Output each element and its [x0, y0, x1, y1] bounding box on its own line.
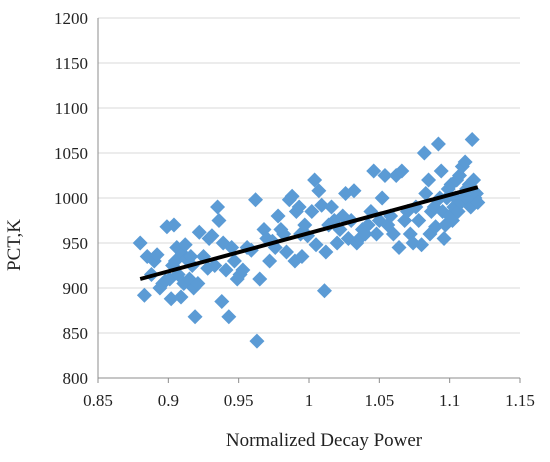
gridlines: [98, 17, 520, 334]
data-point: [177, 237, 193, 253]
x-tick-label: 1.05: [364, 391, 394, 410]
data-point: [369, 226, 385, 242]
data-point: [163, 291, 179, 307]
data-point: [416, 145, 432, 161]
y-tick-label: 850: [63, 324, 89, 343]
data-point: [249, 333, 265, 349]
data-point: [221, 309, 237, 325]
data-point: [394, 163, 410, 179]
data-point: [311, 183, 327, 199]
data-point: [457, 154, 473, 170]
data-point: [270, 208, 286, 224]
data-point: [187, 309, 203, 325]
data-point: [211, 213, 227, 228]
x-tick-label: 1: [305, 391, 314, 410]
data-point: [391, 240, 407, 255]
data-point: [291, 199, 307, 215]
data-point: [385, 226, 401, 242]
y-axis-title: PCT,K: [4, 219, 25, 271]
data-point: [183, 249, 199, 264]
data-point: [191, 224, 207, 240]
data-point: [329, 235, 345, 251]
data-point: [428, 219, 444, 235]
data-point: [218, 262, 234, 278]
data-point: [132, 235, 148, 251]
data-point: [307, 172, 323, 188]
data-point: [470, 195, 486, 210]
y-tick-label: 1200: [54, 9, 88, 28]
data-point: [430, 136, 446, 152]
data-point: [284, 188, 300, 204]
data-point: [248, 192, 264, 208]
data-point: [204, 228, 220, 244]
data-point: [436, 231, 452, 246]
x-tick-label: 1.15: [505, 391, 535, 410]
data-point: [411, 213, 427, 228]
data-point: [418, 186, 434, 201]
data-point: [377, 168, 393, 183]
data-point: [226, 253, 242, 269]
y-tick-label: 1100: [55, 99, 88, 118]
data-point: [210, 199, 226, 215]
data-point: [374, 190, 390, 206]
data-point: [190, 276, 206, 291]
y-tick-label: 1050: [54, 144, 88, 163]
data-point: [466, 172, 482, 188]
x-axis-ticks: 0.85 0.9 0.95 1 1.05 1.1 1.15: [83, 378, 535, 410]
data-point: [304, 204, 320, 219]
y-axis-ticks: 800 850 900 950 1000 1050 1100 1150 1200: [54, 9, 88, 388]
data-point: [421, 172, 437, 188]
data-point: [235, 262, 251, 278]
data-point: [278, 244, 294, 260]
data-point: [149, 247, 165, 263]
data-point: [316, 283, 332, 299]
x-tick-label: 0.9: [158, 391, 179, 410]
data-point: [414, 237, 430, 253]
data-point: [173, 289, 189, 305]
data-points: [132, 132, 486, 349]
data-point: [308, 237, 324, 253]
y-tick-label: 950: [63, 234, 89, 253]
data-point: [324, 199, 340, 215]
data-point: [136, 287, 152, 303]
data-point: [297, 217, 313, 233]
x-tick-label: 0.95: [224, 391, 254, 410]
y-tick-label: 900: [63, 279, 89, 298]
x-tick-label: 1.1: [439, 391, 460, 410]
data-point: [360, 217, 376, 233]
data-point: [346, 183, 362, 199]
y-tick-label: 800: [63, 369, 89, 388]
x-tick-label: 0.85: [83, 391, 113, 410]
trendline: [139, 185, 479, 281]
data-point: [252, 271, 268, 287]
data-point: [314, 197, 330, 213]
data-point: [366, 163, 382, 179]
data-point: [294, 249, 310, 264]
data-point: [464, 132, 480, 147]
data-point: [166, 217, 182, 233]
data-point: [318, 244, 334, 260]
data-point: [433, 163, 449, 179]
y-tick-label: 1150: [55, 54, 88, 73]
x-axis-title: Normalized Decay Power: [226, 430, 423, 451]
data-point: [214, 294, 230, 309]
data-point: [262, 253, 278, 269]
y-tick-label: 1000: [54, 189, 88, 208]
